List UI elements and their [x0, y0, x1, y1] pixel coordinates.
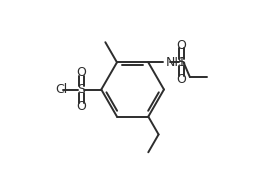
- Text: S: S: [78, 83, 86, 96]
- Text: Cl: Cl: [55, 83, 67, 96]
- Text: O: O: [176, 72, 186, 86]
- Text: S: S: [177, 56, 185, 69]
- Text: O: O: [77, 100, 87, 113]
- Text: O: O: [77, 66, 87, 79]
- Text: NH: NH: [165, 56, 184, 69]
- Text: O: O: [176, 39, 186, 52]
